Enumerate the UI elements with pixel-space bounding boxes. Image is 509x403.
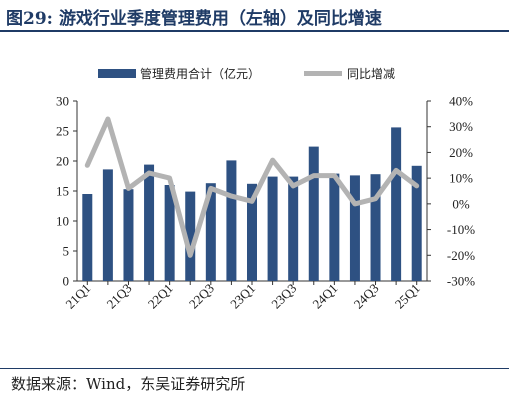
- bar: [82, 194, 93, 281]
- bar: [370, 174, 381, 281]
- legend-bar-swatch: [98, 69, 136, 78]
- growth-line: [84, 116, 420, 258]
- x-tick-label: 25Q1: [392, 281, 423, 312]
- right-tick-label: 40%: [449, 94, 473, 109]
- legend-bar-label: 管理费用合计（亿元）: [140, 66, 260, 81]
- left-tick-label: 15: [56, 184, 69, 199]
- bar: [411, 165, 422, 281]
- bar: [349, 175, 360, 281]
- chart: 0 5 10 15 20 25 30 -30% -20% -10% 0% 10% 20% 30% 40% 21…: [56, 66, 475, 312]
- bar: [226, 160, 237, 281]
- x-tick-label: 24Q1: [309, 281, 340, 312]
- left-tick-label: 10: [56, 214, 69, 229]
- bar: [205, 183, 216, 281]
- bar: [102, 169, 113, 281]
- bar: [164, 185, 175, 281]
- source-rule: [0, 368, 509, 369]
- bar: [308, 146, 319, 281]
- bar: [391, 127, 402, 282]
- right-tick-label: -30%: [447, 274, 475, 289]
- right-tick-label: 10%: [449, 171, 473, 186]
- bar-series: [82, 127, 422, 282]
- right-tick-label: -10%: [447, 222, 475, 237]
- bar: [267, 176, 278, 281]
- source-note: 数据来源：Wind，东吴证券研究所: [11, 375, 246, 393]
- bar: [123, 189, 134, 281]
- right-tick-label: 30%: [449, 119, 473, 134]
- right-tick-label: 0%: [452, 196, 470, 211]
- bar: [288, 176, 299, 281]
- legend-line-label: 同比增减: [347, 67, 395, 81]
- x-tick-label: 22Q1: [145, 281, 176, 312]
- bar: [185, 191, 196, 281]
- left-tick-label: 30: [56, 94, 69, 109]
- right-tick-label: -20%: [447, 248, 475, 263]
- right-tick-label: 20%: [449, 145, 473, 160]
- x-tick-label: 21Q3: [104, 281, 135, 312]
- bar: [144, 164, 155, 281]
- x-tick-label: 23Q1: [227, 281, 258, 312]
- legend: 管理费用合计（亿元） 同比增减: [98, 66, 395, 81]
- figure-title-text: 游戏行业季度管理费用（左轴）及同比增速: [58, 9, 382, 29]
- left-tick-label: 0: [63, 274, 70, 289]
- line-series: [84, 116, 420, 258]
- x-tick-label: 22Q3: [186, 281, 217, 312]
- figure-number: 图29:: [6, 9, 53, 29]
- bar: [247, 183, 257, 281]
- left-tick-label: 25: [56, 124, 69, 139]
- figure-title: 图29: 游戏行业季度管理费用（左轴）及同比增速: [6, 4, 382, 29]
- x-tick-label: 23Q3: [268, 281, 299, 312]
- bar: [329, 173, 340, 281]
- x-tick-label: 24Q3: [351, 281, 382, 312]
- title-rule: [0, 30, 509, 32]
- left-tick-label: 5: [63, 244, 70, 259]
- left-tick-label: 20: [56, 154, 69, 169]
